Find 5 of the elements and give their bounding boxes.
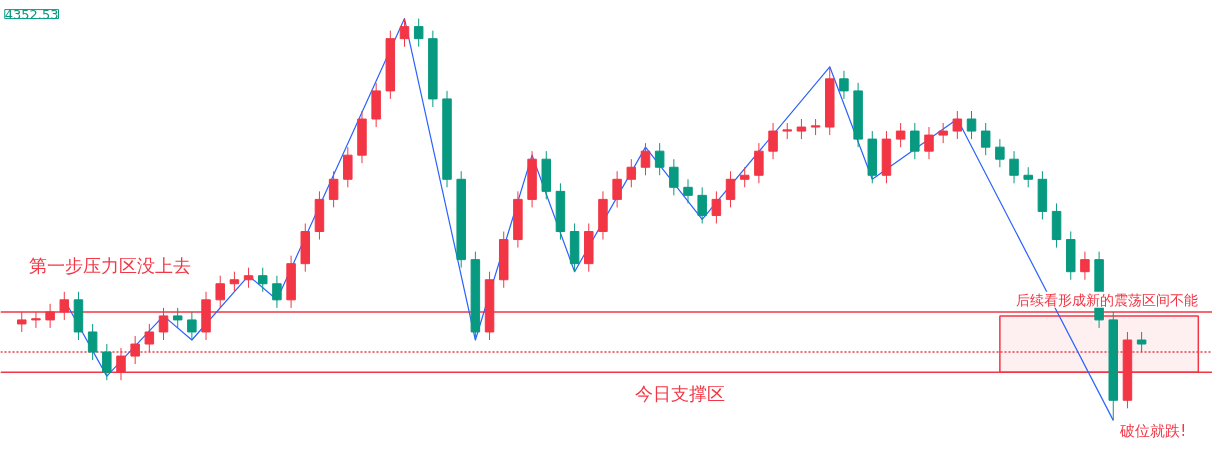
band-label: 后续看形成新的震荡区间不能 — [1016, 291, 1199, 308]
ref-line-label: 今日支撑区 — [634, 383, 725, 405]
text: 破位就跌! — [1119, 422, 1187, 441]
annotation: 4352.53 — [4, 6, 59, 22]
annotation: 第一步压力区没上去 — [28, 254, 191, 276]
